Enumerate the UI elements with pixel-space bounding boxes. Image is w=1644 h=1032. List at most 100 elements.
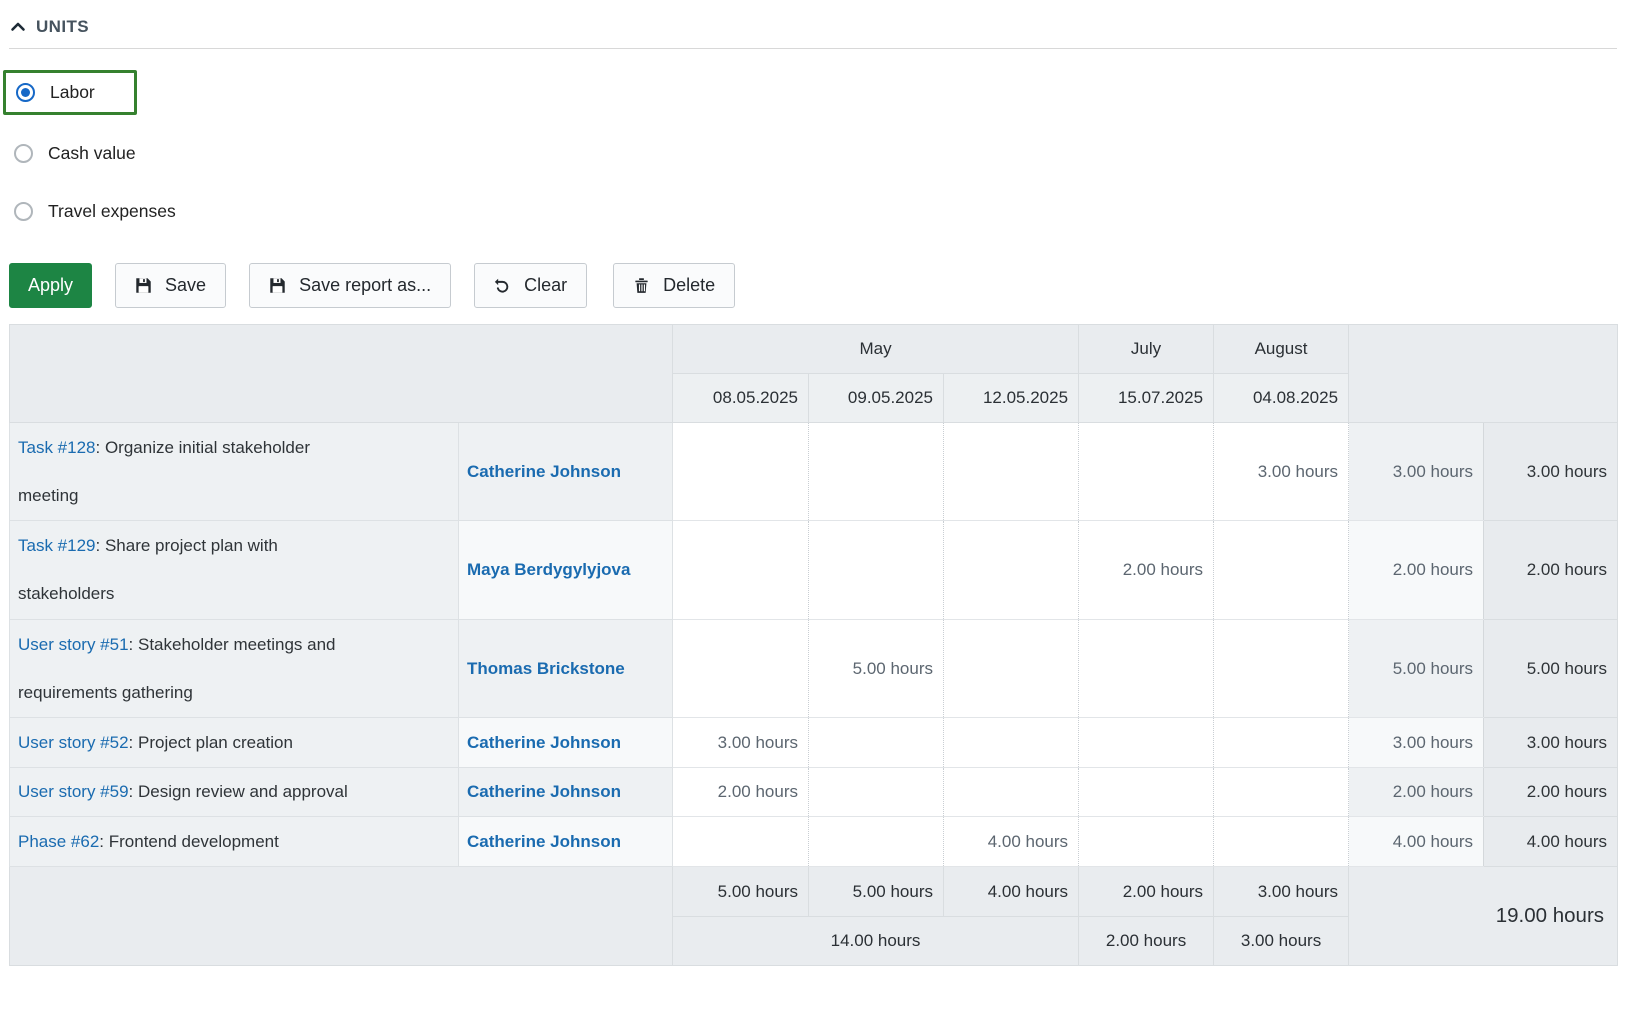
work-package-link[interactable]: User story #52 bbox=[18, 733, 129, 752]
hours-cell bbox=[944, 620, 1079, 718]
units-section-title: UNITS bbox=[36, 17, 89, 37]
row-total-cell: 2.00 hours bbox=[1484, 521, 1618, 620]
work-package-cell: User story #52: Project plan creation bbox=[10, 718, 459, 768]
person-link[interactable]: Catherine Johnson bbox=[467, 733, 621, 752]
work-package-cell: Phase #62: Frontend development bbox=[10, 817, 459, 867]
row-subtotal-cell: 5.00 hours bbox=[1349, 620, 1484, 718]
save-icon bbox=[269, 277, 286, 294]
month-total-cell: 2.00 hours bbox=[1079, 917, 1214, 966]
hours-cell bbox=[1079, 817, 1214, 867]
person-cell: Catherine Johnson bbox=[459, 718, 673, 768]
work-package-link[interactable]: User story #59 bbox=[18, 782, 129, 801]
table-row: User story #59: Design review and approv… bbox=[10, 768, 1618, 817]
hours-cell bbox=[1214, 521, 1349, 620]
work-package-link[interactable]: Phase #62 bbox=[18, 832, 99, 851]
month-total-cell: 14.00 hours bbox=[673, 917, 1079, 966]
radio-unselected-icon[interactable] bbox=[14, 202, 33, 221]
row-subtotal-cell: 2.00 hours bbox=[1349, 768, 1484, 817]
date-header: 15.07.2025 bbox=[1079, 374, 1214, 423]
row-total-cell: 5.00 hours bbox=[1484, 620, 1618, 718]
hours-cell bbox=[673, 423, 809, 521]
month-header-july: July bbox=[1079, 325, 1214, 374]
date-total-cell: 2.00 hours bbox=[1079, 867, 1214, 917]
hours-cell: 3.00 hours bbox=[673, 718, 809, 768]
hours-cell: 5.00 hours bbox=[809, 620, 944, 718]
collapse-chevron-icon[interactable] bbox=[9, 18, 27, 36]
work-package-link[interactable]: Task #129 bbox=[18, 536, 96, 555]
hours-cell: 4.00 hours bbox=[944, 817, 1079, 867]
footer-empty-left bbox=[10, 867, 673, 966]
radio-label-cash-value[interactable]: Cash value bbox=[48, 143, 136, 164]
date-header: 04.08.2025 bbox=[1214, 374, 1349, 423]
work-package-subject: : Frontend development bbox=[99, 832, 279, 851]
work-package-link[interactable]: Task #128 bbox=[18, 438, 96, 457]
hours-cell: 2.00 hours bbox=[1079, 521, 1214, 620]
work-package-subject: : Project plan creation bbox=[129, 733, 293, 752]
row-total-cell: 3.00 hours bbox=[1484, 718, 1618, 768]
row-total-cell: 3.00 hours bbox=[1484, 423, 1618, 521]
date-total-cell: 3.00 hours bbox=[1214, 867, 1349, 917]
save-report-as-button-label: Save report as... bbox=[299, 275, 431, 296]
hours-cell bbox=[944, 423, 1079, 521]
hours-cell bbox=[944, 768, 1079, 817]
month-header-may: May bbox=[673, 325, 1079, 374]
grand-total-cell: 19.00 hours bbox=[1349, 867, 1618, 966]
person-link[interactable]: Catherine Johnson bbox=[467, 462, 621, 481]
row-total-cell: 2.00 hours bbox=[1484, 768, 1618, 817]
person-link[interactable]: Maya Berdygylyjova bbox=[467, 560, 630, 579]
report-toolbar: Apply Save Save report as... Clear Delet… bbox=[9, 263, 1626, 308]
hours-cell bbox=[673, 521, 809, 620]
header-empty-left bbox=[10, 325, 673, 423]
hours-cell bbox=[809, 768, 944, 817]
units-section-header[interactable]: UNITS bbox=[9, 14, 1626, 40]
work-package-subject: : Design review and approval bbox=[129, 782, 348, 801]
hours-cell bbox=[673, 620, 809, 718]
clear-button-label: Clear bbox=[524, 275, 567, 296]
hours-cell bbox=[673, 817, 809, 867]
clear-button[interactable]: Clear bbox=[474, 263, 587, 308]
hours-cell bbox=[1214, 718, 1349, 768]
radio-option-labor[interactable]: Labor bbox=[3, 70, 137, 115]
apply-button-label: Apply bbox=[28, 275, 73, 296]
hours-cell bbox=[1214, 620, 1349, 718]
month-header-row: May July August bbox=[10, 325, 1618, 374]
delete-button[interactable]: Delete bbox=[613, 263, 735, 308]
row-subtotal-cell: 3.00 hours bbox=[1349, 423, 1484, 521]
work-package-link[interactable]: User story #51 bbox=[18, 635, 129, 654]
radio-label-travel-expenses[interactable]: Travel expenses bbox=[48, 201, 176, 222]
trash-icon bbox=[633, 277, 650, 294]
table-row: User story #52: Project plan creation Ca… bbox=[10, 718, 1618, 768]
month-header-august: August bbox=[1214, 325, 1349, 374]
person-cell: Maya Berdygylyjova bbox=[459, 521, 673, 620]
cost-report-page: UNITS Labor Cash value Travel expenses A… bbox=[0, 0, 1626, 966]
radio-selected-icon[interactable] bbox=[16, 83, 35, 102]
save-button[interactable]: Save bbox=[115, 263, 226, 308]
table-row: User story #51: Stakeholder meetings and… bbox=[10, 620, 1618, 718]
date-total-cell: 5.00 hours bbox=[809, 867, 944, 917]
date-header: 09.05.2025 bbox=[809, 374, 944, 423]
person-cell: Catherine Johnson bbox=[459, 768, 673, 817]
radio-unselected-icon[interactable] bbox=[14, 144, 33, 163]
work-package-cell: Task #129: Share project plan with stake… bbox=[10, 521, 459, 620]
work-package-cell: User story #51: Stakeholder meetings and… bbox=[10, 620, 459, 718]
hours-cell bbox=[1214, 817, 1349, 867]
person-link[interactable]: Catherine Johnson bbox=[467, 832, 621, 851]
save-report-as-button[interactable]: Save report as... bbox=[249, 263, 451, 308]
radio-option-cash-value[interactable]: Cash value bbox=[9, 143, 1626, 164]
hours-cell bbox=[809, 521, 944, 620]
person-link[interactable]: Catherine Johnson bbox=[467, 782, 621, 801]
radio-option-travel-expenses[interactable]: Travel expenses bbox=[9, 201, 1626, 222]
row-total-cell: 4.00 hours bbox=[1484, 817, 1618, 867]
radio-label-labor[interactable]: Labor bbox=[50, 82, 95, 103]
person-cell: Catherine Johnson bbox=[459, 423, 673, 521]
table-row: Phase #62: Frontend development Catherin… bbox=[10, 817, 1618, 867]
person-link[interactable]: Thomas Brickstone bbox=[467, 659, 625, 678]
hours-cell: 3.00 hours bbox=[1214, 423, 1349, 521]
row-subtotal-cell: 2.00 hours bbox=[1349, 521, 1484, 620]
apply-button[interactable]: Apply bbox=[9, 263, 92, 308]
date-total-cell: 5.00 hours bbox=[673, 867, 809, 917]
work-package-cell: Task #128: Organize initial stakeholder … bbox=[10, 423, 459, 521]
hours-cell: 2.00 hours bbox=[673, 768, 809, 817]
hours-cell bbox=[809, 817, 944, 867]
date-header: 08.05.2025 bbox=[673, 374, 809, 423]
